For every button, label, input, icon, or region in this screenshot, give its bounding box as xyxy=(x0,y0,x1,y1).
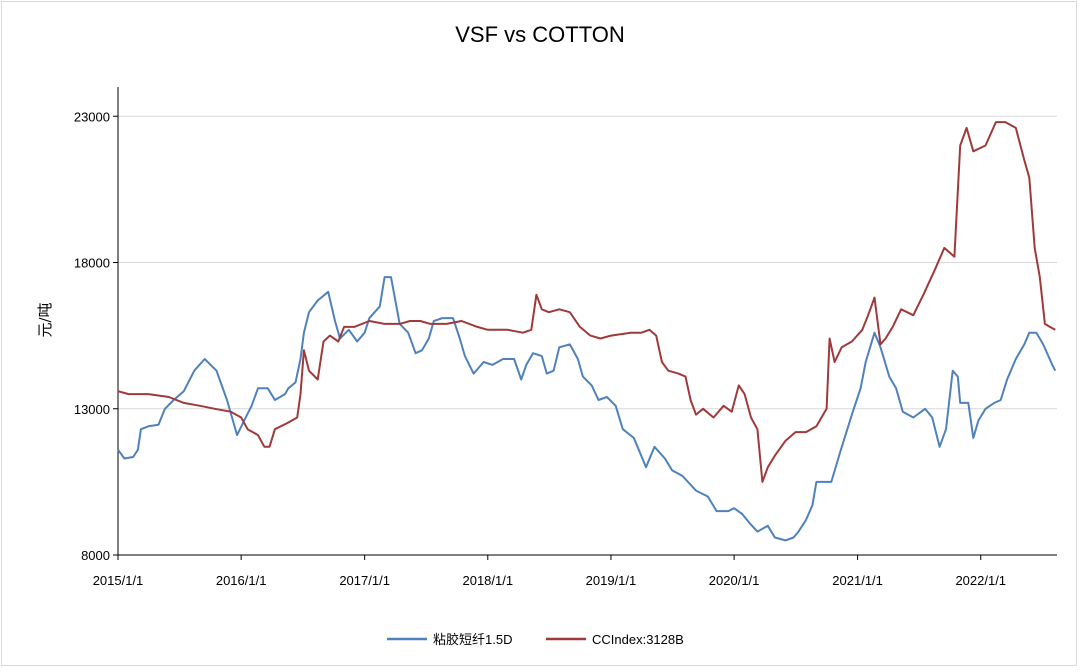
legend-label: CCIndex:3128B xyxy=(592,632,684,647)
y-tick-label: 13000 xyxy=(74,402,110,417)
y-tick-label: 23000 xyxy=(74,109,110,124)
y-axis-label: 元/吨 xyxy=(36,302,54,337)
x-tick-label: 2018/1/1 xyxy=(462,573,513,588)
y-axis-ticks: 8000 13000 18000 23000 xyxy=(74,109,110,563)
series-line-1 xyxy=(117,276,1057,542)
y-tick-label: 18000 xyxy=(74,256,110,271)
axes xyxy=(113,87,1057,556)
x-tick-label: 2016/1/1 xyxy=(216,573,267,588)
x-tick-label: 2015/1/1 xyxy=(93,573,144,588)
series-line-2 xyxy=(117,121,1056,483)
x-tick-label: 2021/1/1 xyxy=(832,573,883,588)
legend: 粘胶短纤1.5D CCIndex:3128B xyxy=(387,632,684,647)
gridlines xyxy=(118,115,1057,410)
x-tick-label: 2019/1/1 xyxy=(586,573,637,588)
legend-label: 粘胶短纤1.5D xyxy=(433,632,512,647)
series-layer xyxy=(117,121,1057,542)
x-tick-label: 2022/1/1 xyxy=(955,573,1006,588)
y-tick-label: 8000 xyxy=(81,548,110,563)
x-axis-ticks: 2015/1/1 2016/1/1 2017/1/1 2018/1/1 2019/1/1… xyxy=(93,555,1006,588)
x-tick-label: 2020/1/1 xyxy=(709,573,760,588)
x-tick-label: 2017/1/1 xyxy=(339,573,390,588)
chart-title: VSF vs COTTON xyxy=(455,22,625,47)
